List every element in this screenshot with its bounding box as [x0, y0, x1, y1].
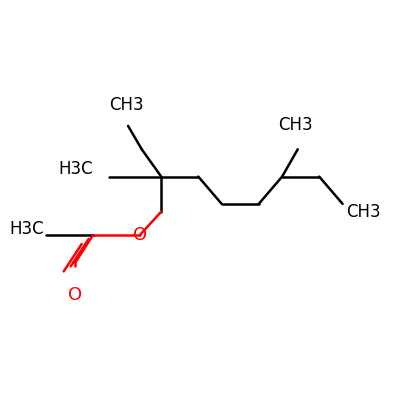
- Text: CH3: CH3: [278, 116, 313, 134]
- Text: O: O: [133, 226, 147, 244]
- Text: H3C: H3C: [58, 160, 93, 178]
- Text: H3C: H3C: [10, 220, 44, 238]
- Text: CH3: CH3: [110, 96, 144, 114]
- Text: CH3: CH3: [346, 203, 381, 221]
- Text: O: O: [68, 286, 82, 304]
